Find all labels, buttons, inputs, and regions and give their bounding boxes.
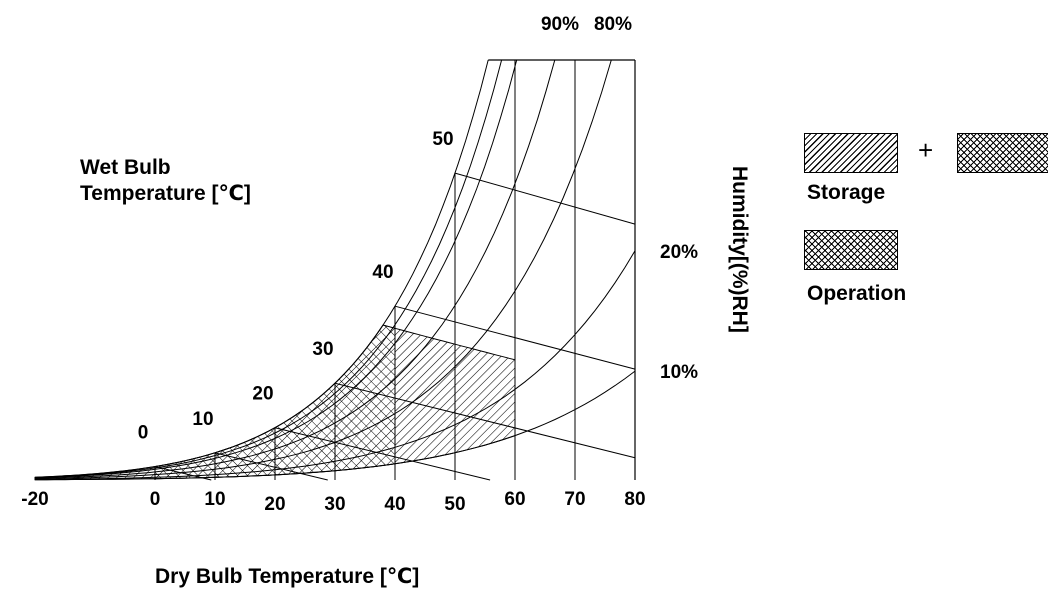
wet-bulb-tick-label: 20: [252, 384, 273, 405]
x-tick-label: 50: [444, 494, 465, 515]
rh-tick-label: 10%: [660, 362, 698, 383]
x-tick-label: -20: [21, 489, 48, 510]
wet-bulb-label-line2: Temperature [℃]: [80, 182, 251, 205]
legend-storage-swatch: [804, 133, 898, 173]
x-tick-label: 60: [504, 489, 525, 510]
rh-curve-80: [34, 59, 518, 479]
rh-curve-90: [34, 59, 503, 478]
wet-bulb-line-40: [394, 305, 636, 370]
wet-bulb-tick-label: 40: [372, 262, 393, 283]
x-tick-label: 30: [324, 494, 345, 515]
rh-tick-label: 20%: [660, 242, 698, 263]
rh-curve-40: [34, 59, 612, 480]
wet-bulb-line-30: [334, 382, 636, 459]
legend-storage-label: Storage: [807, 181, 886, 204]
wet-bulb-line-20: [274, 427, 491, 481]
wet-bulb-line-10: [214, 452, 328, 481]
x-tick-label: 80: [624, 489, 645, 510]
wet-bulb-line-50: [454, 172, 636, 225]
legend-operation-swatch-combined: [957, 133, 1048, 173]
legend-plus-sign: +: [918, 135, 934, 165]
wet-bulb-tick-label: 50: [432, 129, 453, 150]
x-tick-label: 0: [150, 489, 161, 510]
x-tick-label: 10: [204, 489, 225, 510]
humidity-axis-label: Humidity[(%)RH]: [728, 166, 751, 333]
legend-operation-label: Operation: [807, 282, 907, 305]
rh-tick-label: 90%: [541, 14, 579, 35]
wet-bulb-label: Wet Bulb Temperature [℃]: [80, 155, 251, 207]
wet-bulb-tick-label: 10: [192, 409, 213, 430]
wet-bulb-label-line1: Wet Bulb: [80, 156, 171, 179]
rh-curve-60: [34, 59, 556, 479]
wet-bulb-tick-label: 30: [312, 339, 333, 360]
rh-curve-10: [35, 370, 636, 481]
x-tick-label: 20: [264, 494, 285, 515]
x-tick-label: 40: [384, 494, 405, 515]
legend-operation-swatch: [804, 230, 898, 270]
rh-curve-100: [34, 59, 489, 478]
wet-bulb-tick-label: 0: [138, 423, 149, 444]
x-tick-label: 70: [564, 489, 585, 510]
wet-bulb-line-0: [154, 466, 212, 481]
rh-tick-label: 80%: [594, 14, 632, 35]
rh-curve-20: [34, 250, 636, 480]
x-axis-label: Dry Bulb Temperature [℃]: [155, 565, 420, 588]
